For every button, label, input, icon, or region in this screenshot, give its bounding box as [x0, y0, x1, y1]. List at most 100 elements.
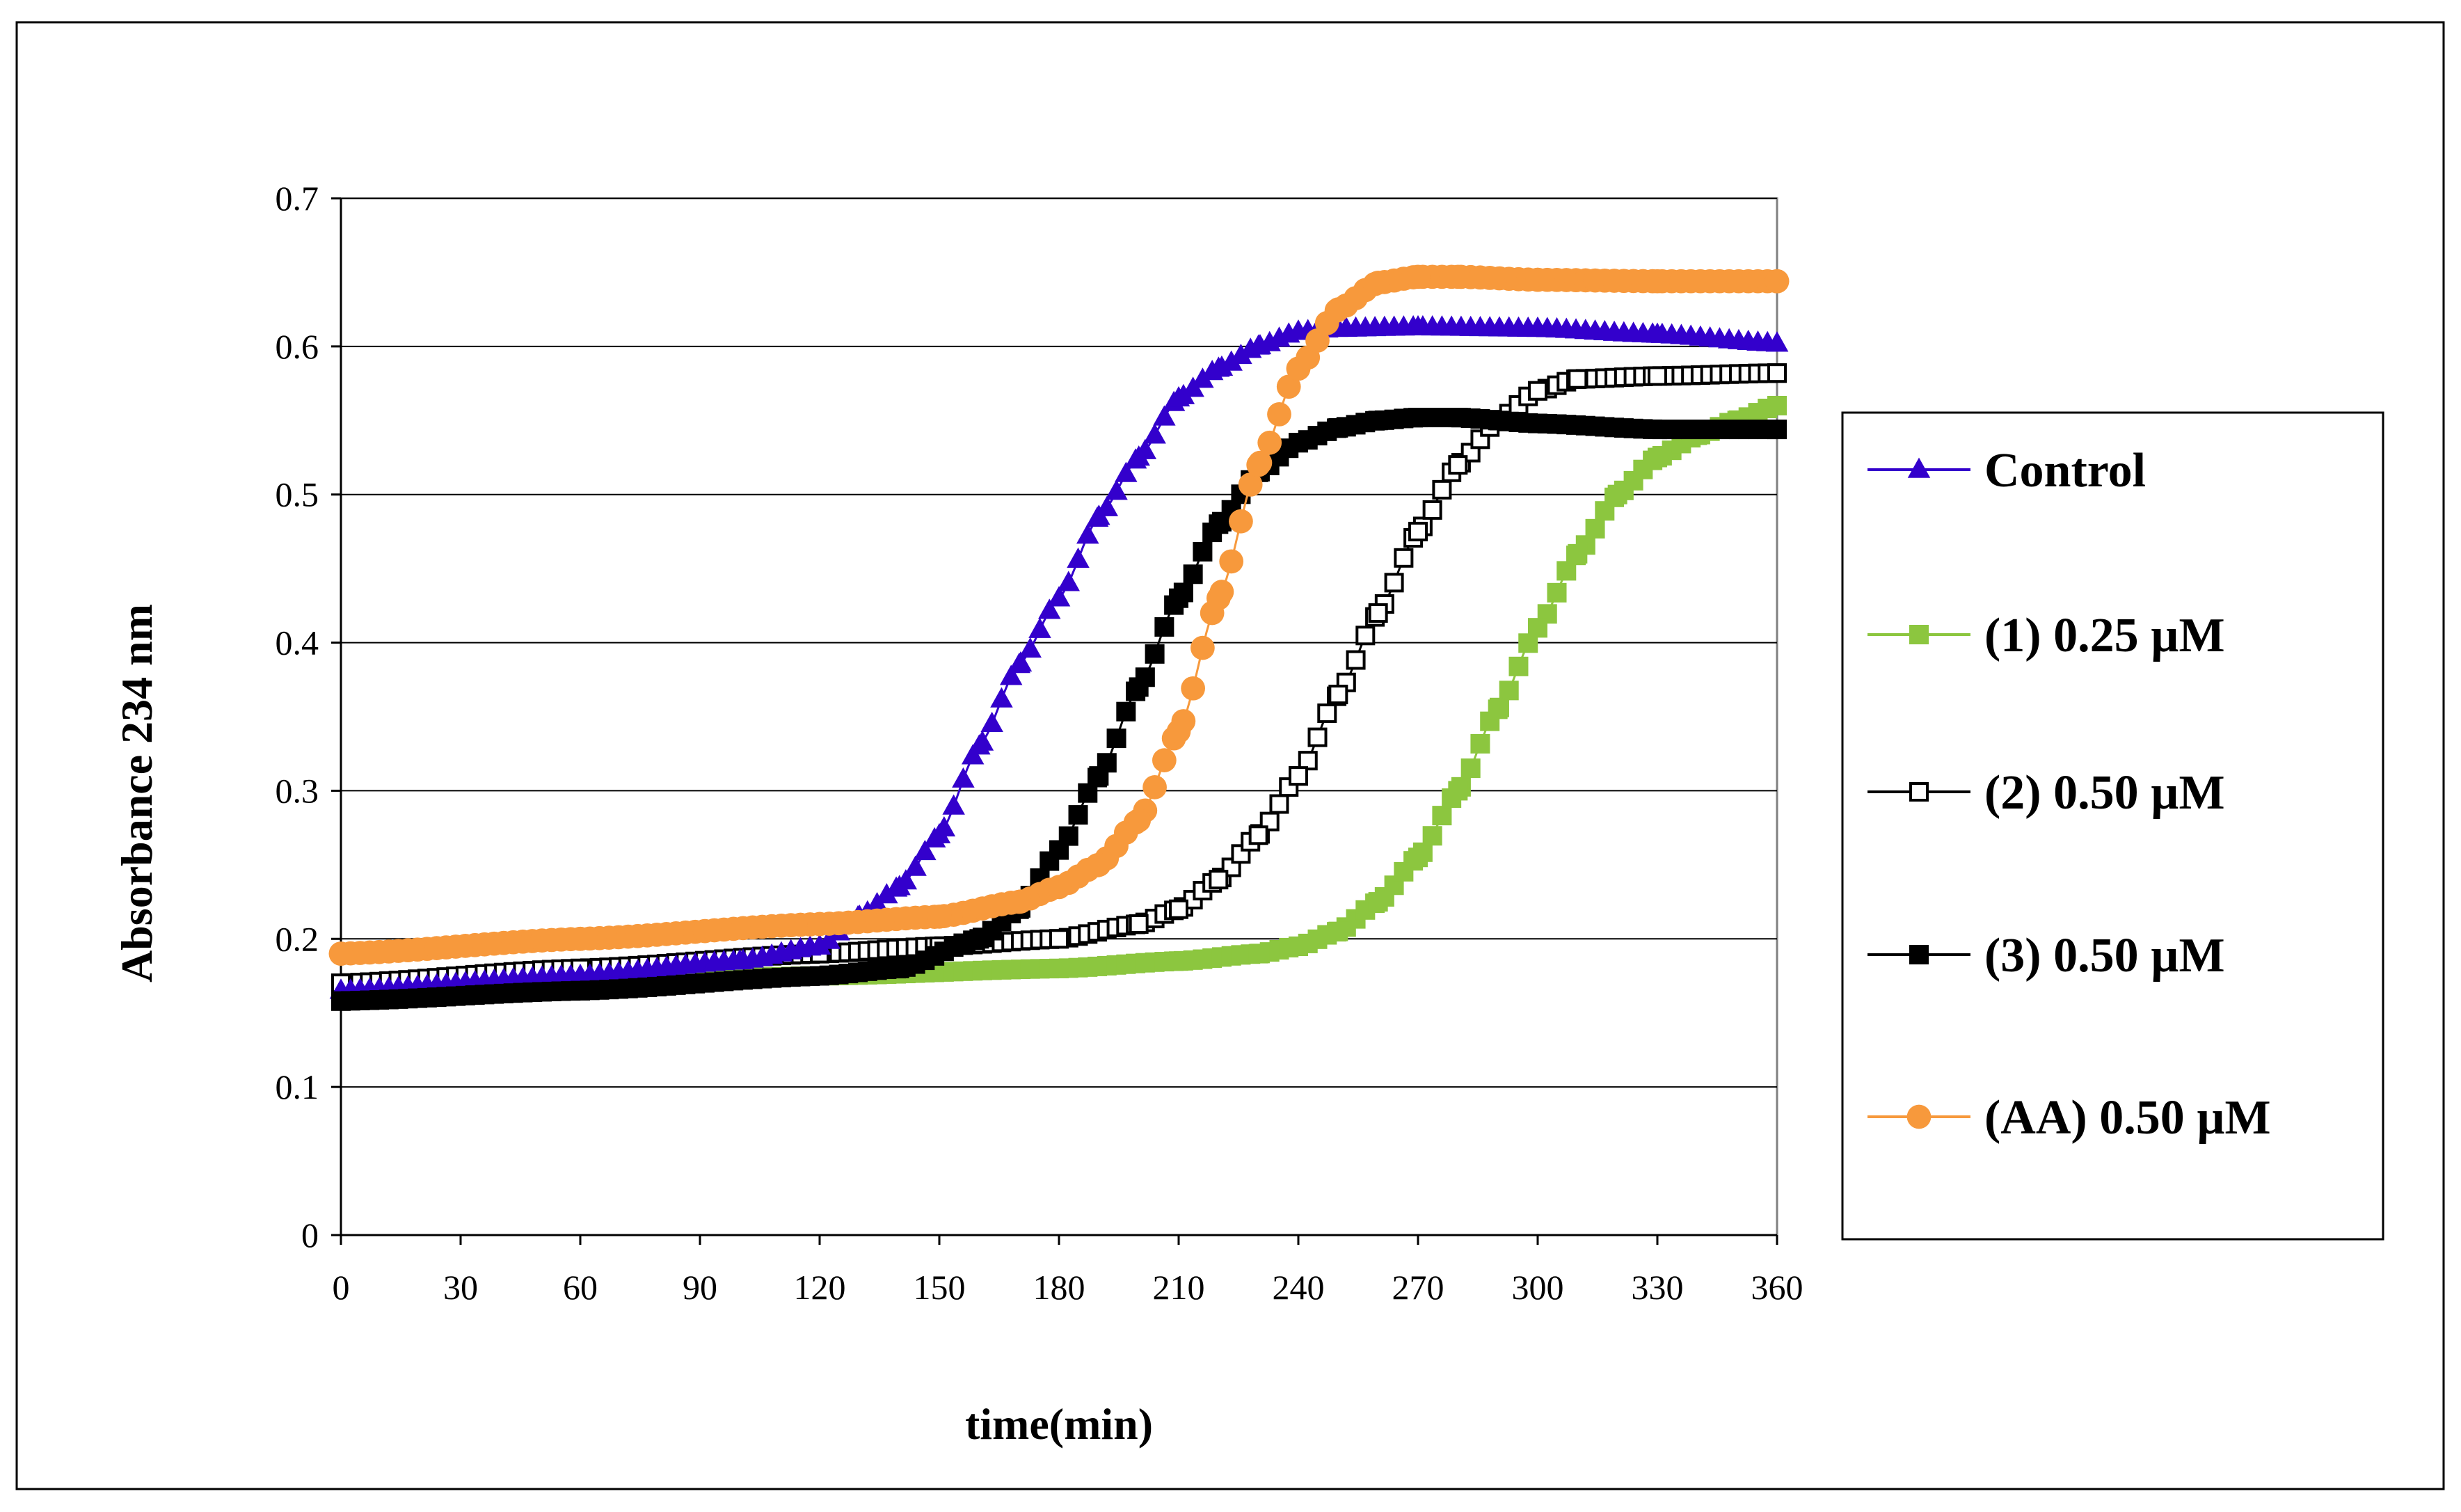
- data-point: [1129, 914, 1149, 934]
- y-tick-label: 0.1: [276, 1067, 319, 1106]
- data-point: [1167, 385, 1190, 407]
- data-point: [942, 794, 965, 815]
- data-point: [1499, 681, 1519, 701]
- data-point: [1648, 420, 1667, 440]
- data-point: [1105, 479, 1128, 500]
- data-point: [1585, 518, 1605, 539]
- data-point: [1126, 808, 1152, 833]
- legend-entry-5: (AA) 0.50 µM: [1867, 1091, 2271, 1145]
- data-point: [1648, 447, 1667, 468]
- y-tick-label: 0.6: [276, 327, 319, 366]
- data-point: [568, 926, 593, 951]
- legend-entry-2: (1) 0.25 µM: [1867, 609, 2225, 662]
- x-tick-label: 210: [1153, 1268, 1205, 1307]
- data-point: [1568, 543, 1588, 564]
- legend-label: (1) 0.25 µM: [1984, 609, 2225, 662]
- data-point: [1248, 944, 1268, 964]
- data-point: [1089, 766, 1109, 786]
- data-point: [1220, 350, 1243, 371]
- data-point: [1145, 644, 1165, 664]
- data-point: [1325, 297, 1351, 322]
- data-point: [1422, 500, 1442, 520]
- x-tick-label: 60: [563, 1268, 598, 1307]
- data-point: [1193, 541, 1213, 562]
- x-tick-label: 360: [1751, 1268, 1803, 1307]
- data-point: [1086, 852, 1111, 877]
- data-point: [927, 904, 952, 929]
- data-point: [1206, 586, 1231, 611]
- legend-marker: [1907, 457, 1931, 478]
- x-tick-label: 150: [914, 1268, 966, 1307]
- data-point: [1229, 344, 1252, 365]
- data-point: [1127, 445, 1150, 466]
- data-point: [1408, 521, 1428, 541]
- data-point: [889, 958, 909, 978]
- data-point: [1181, 676, 1205, 701]
- data-point: [1169, 899, 1188, 919]
- y-tick-label: 0.5: [276, 475, 319, 514]
- data-point: [808, 934, 831, 955]
- data-point: [1049, 929, 1069, 949]
- data-point: [999, 665, 1023, 685]
- data-point: [1106, 729, 1126, 749]
- data-point: [1328, 685, 1348, 705]
- y-axis-title: Absorbance 234 nm: [112, 604, 161, 982]
- data-point: [1767, 420, 1787, 440]
- data-point: [980, 711, 1003, 733]
- legend-label: (AA) 0.50 µM: [1984, 1091, 2271, 1145]
- data-point: [1049, 840, 1069, 860]
- data-point: [1422, 826, 1442, 846]
- data-point: [1526, 316, 1550, 337]
- x-tick-label: 240: [1273, 1268, 1325, 1307]
- data-point: [1038, 598, 1061, 619]
- plot-area: [340, 197, 1778, 1236]
- data-point: [914, 840, 937, 861]
- legend-marker: [1909, 782, 1929, 802]
- data-point: [1257, 430, 1282, 455]
- data-point: [1767, 363, 1787, 383]
- data-point: [1445, 264, 1470, 289]
- data-point: [1525, 267, 1550, 292]
- data-point: [1008, 653, 1030, 674]
- data-point: [1448, 455, 1468, 475]
- legend-label: (3) 0.50 µM: [1984, 929, 2225, 982]
- data-point: [1317, 703, 1337, 724]
- data-point: [1307, 727, 1328, 747]
- data-point: [1076, 523, 1099, 544]
- data-point: [1366, 270, 1391, 295]
- data-point: [1229, 509, 1253, 534]
- data-point: [1207, 356, 1230, 377]
- data-point: [1355, 626, 1376, 646]
- data-point: [1238, 472, 1263, 497]
- data-point: [1607, 484, 1627, 504]
- data-point: [1460, 758, 1481, 779]
- legend-entry-1: Control: [1867, 444, 2146, 498]
- data-point: [328, 941, 353, 966]
- data-point: [904, 855, 927, 876]
- data-point: [807, 912, 832, 937]
- x-tick-label: 180: [1033, 1268, 1085, 1307]
- y-tick-label: 0.4: [276, 623, 319, 662]
- data-point: [1267, 402, 1291, 427]
- y-tick-label: 0.7: [276, 179, 319, 218]
- data-point: [888, 875, 911, 896]
- data-point: [1287, 319, 1310, 340]
- x-tick-label: 30: [443, 1268, 478, 1307]
- data-point: [568, 964, 592, 985]
- data-point: [1568, 369, 1588, 389]
- data-point: [1166, 719, 1191, 744]
- data-point: [1088, 504, 1110, 525]
- data-point: [1116, 701, 1136, 722]
- data-point: [990, 687, 1013, 708]
- data-point: [968, 734, 991, 755]
- data-point: [1152, 748, 1177, 772]
- data-point: [1488, 699, 1508, 719]
- data-point: [1286, 356, 1311, 381]
- data-point: [1328, 921, 1348, 941]
- data-point: [1068, 805, 1088, 825]
- data-point: [1432, 806, 1452, 826]
- data-point: [1247, 334, 1270, 355]
- data-point: [1183, 564, 1203, 584]
- x-tick-label: 90: [683, 1268, 717, 1307]
